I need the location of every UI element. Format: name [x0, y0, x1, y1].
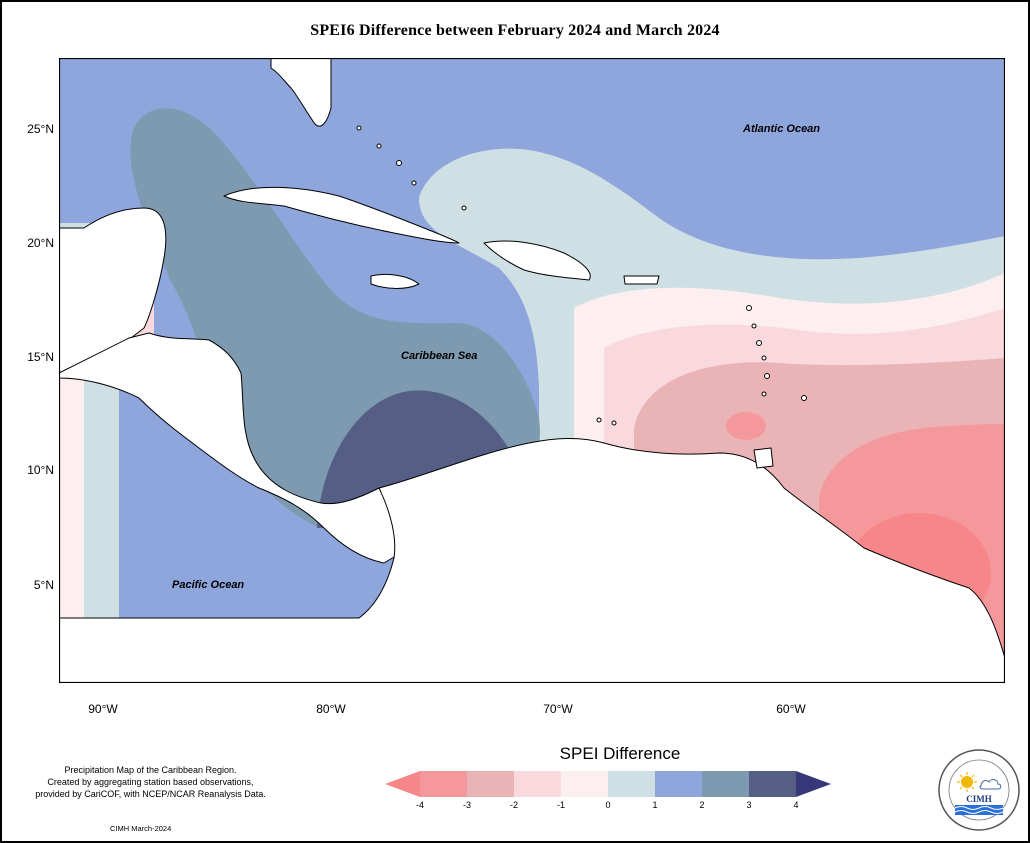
map-border — [59, 58, 1005, 683]
waves-icon — [954, 805, 1004, 815]
island-aruba — [596, 417, 602, 423]
legend-title: SPEI Difference — [559, 744, 681, 763]
info-line-2: Created by aggregating station based obs… — [47, 777, 254, 787]
island-barbados — [801, 395, 807, 401]
lat-tick-10: 10°N — [27, 463, 54, 477]
legend-arrow-right — [796, 771, 831, 797]
land-hispaniola — [483, 240, 591, 281]
island-antilles-5 — [764, 373, 770, 379]
legend-swatch-3 — [561, 771, 608, 797]
legend-colorbar — [385, 771, 831, 797]
logo-text: CIMH — [966, 794, 992, 804]
spei-spot-minus3 — [726, 412, 766, 440]
lat-tick-15: 15°N — [27, 350, 54, 364]
land-cuba — [223, 186, 460, 244]
legend-tick-minus2: -2 — [509, 800, 518, 810]
legend-tick-minus3: -3 — [462, 800, 471, 810]
island-turks — [461, 205, 467, 211]
legend-tick-minus4: -4 — [415, 800, 424, 810]
legend-swatch-6 — [702, 771, 749, 797]
spei-map — [59, 58, 1005, 683]
info-text: Precipitation Map of the Caribbean Regio… — [8, 764, 293, 800]
legend-swatch-7 — [749, 771, 796, 797]
island-antilles-6 — [761, 391, 767, 397]
info-line-1: Precipitation Map of the Caribbean Regio… — [64, 765, 237, 775]
island-bahamas-2 — [376, 143, 382, 149]
caribbean-sea-label: Caribbean Sea — [401, 350, 478, 362]
island-bahamas-3 — [396, 160, 402, 166]
land-south-america — [59, 437, 1005, 683]
land-masses — [59, 58, 1005, 683]
island-antilles-1 — [746, 305, 752, 311]
legend-arrow-left — [385, 771, 420, 797]
lat-tick-5: 5°N — [33, 578, 54, 592]
lon-tick-80: 80°W — [316, 702, 346, 716]
legend-swatch-2 — [514, 771, 561, 797]
lat-tick-25: 25°N — [27, 122, 54, 136]
pacific-ocean-label: Pacific Ocean — [172, 579, 245, 591]
legend-swatch-5 — [655, 771, 702, 797]
cimh-logo: CIMH — [938, 749, 1020, 831]
map-panel — [59, 58, 1005, 683]
legend-swatch-0 — [420, 771, 467, 797]
island-antilles-3 — [756, 340, 762, 346]
lat-tick-20: 20°N — [27, 236, 54, 250]
island-antilles-4 — [761, 355, 767, 361]
lon-tick-70: 70°W — [543, 702, 573, 716]
island-antilles-2 — [751, 323, 757, 329]
land-jamaica — [370, 273, 420, 289]
lon-tick-90: 90°W — [88, 702, 118, 716]
island-curacao — [611, 420, 617, 426]
legend-tick-3: 3 — [746, 800, 752, 810]
map-title: SPEI6 Difference between February 2024 a… — [310, 22, 720, 39]
lon-tick-60: 60°W — [776, 702, 806, 716]
legend-tick-4: 4 — [793, 800, 799, 810]
islands — [356, 125, 807, 426]
sun-icon — [957, 772, 977, 792]
cloud-icon — [979, 779, 1002, 790]
land-trinidad — [753, 447, 774, 469]
legend-swatch-4 — [608, 771, 655, 797]
credit-text: CIMH March-2024 — [110, 824, 172, 833]
legend-tick-minus1: -1 — [556, 800, 565, 810]
land-florida — [270, 58, 332, 127]
legend-tick-0: 0 — [605, 800, 611, 810]
info-line-3: provided by CariCOF, with NCEP/NCAR Rean… — [35, 789, 266, 799]
atlantic-ocean-label: Atlantic Ocean — [743, 123, 821, 135]
land-puerto-rico — [623, 275, 660, 285]
land-yucatan — [59, 207, 167, 374]
island-bahamas-1 — [356, 125, 362, 131]
island-bahamas-4 — [411, 180, 417, 186]
legend-tick-2: 2 — [699, 800, 705, 810]
legend-swatch-1 — [467, 771, 514, 797]
legend-tick-1: 1 — [652, 800, 658, 810]
